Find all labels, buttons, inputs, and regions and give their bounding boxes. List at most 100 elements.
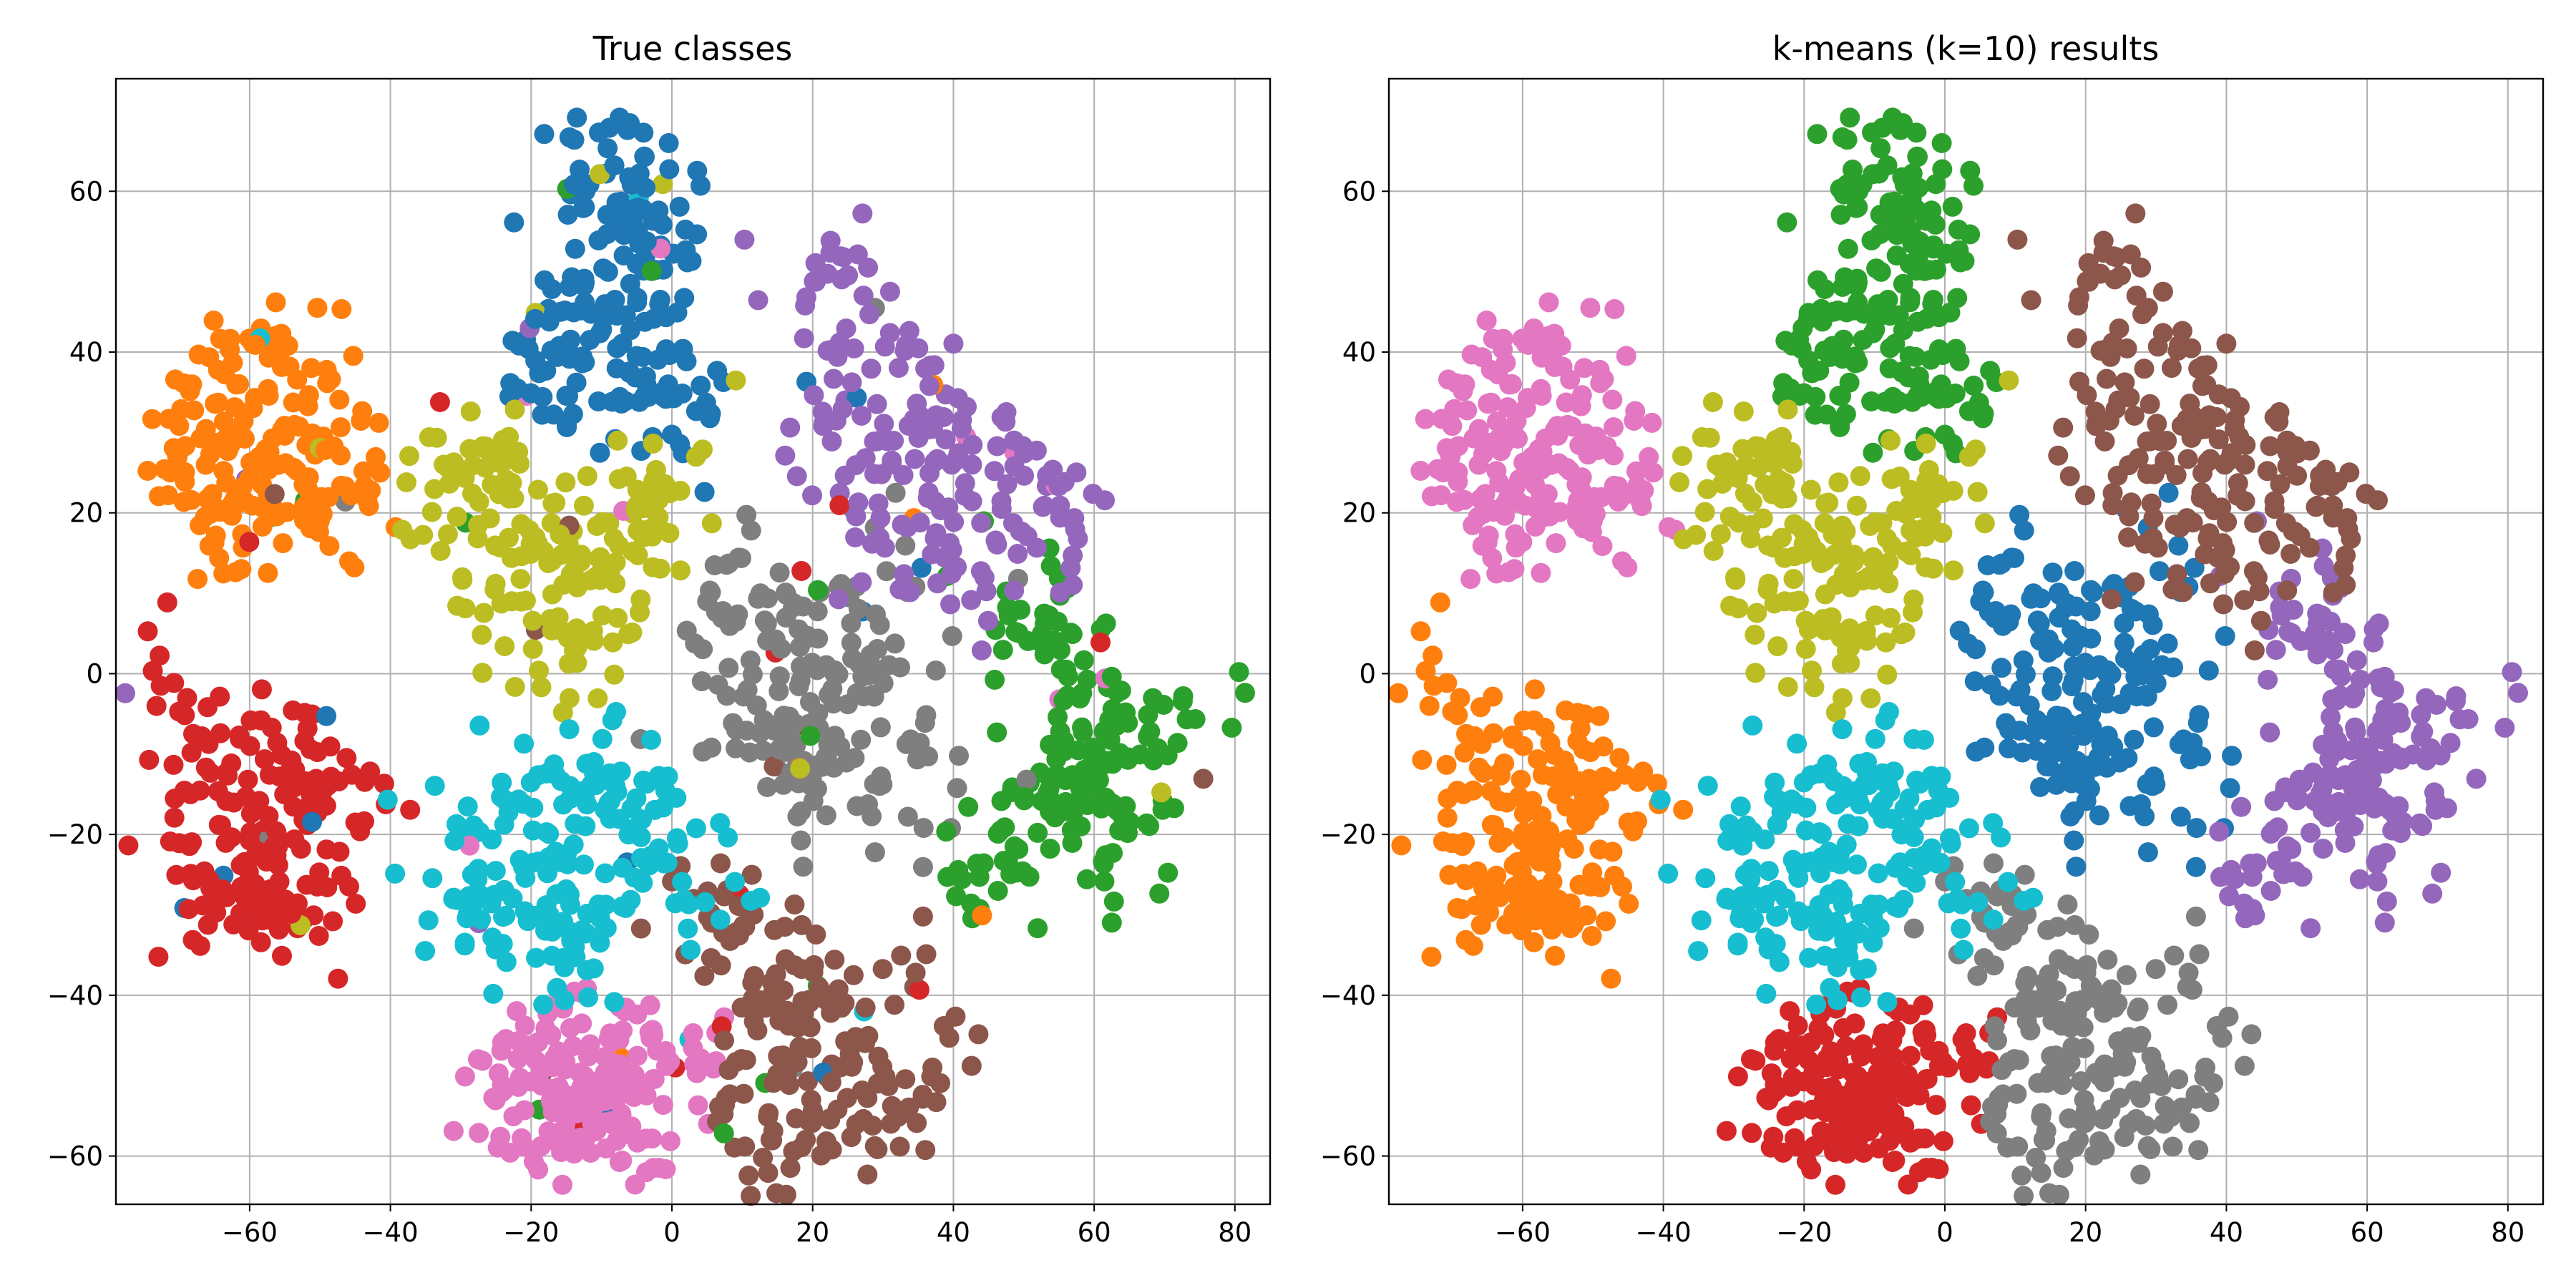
true-classes-point — [962, 454, 982, 475]
kmeans-point — [2089, 805, 2109, 826]
kmeans-point — [1802, 660, 1822, 681]
kmeans-point — [2266, 851, 2287, 872]
true-classes-point — [802, 485, 822, 506]
true-classes-point — [892, 514, 912, 535]
true-classes-point — [472, 625, 492, 645]
kmeans-point — [2029, 613, 2050, 634]
kmeans-point — [2131, 258, 2152, 278]
kmeans-point — [1953, 940, 1974, 960]
true-classes-point — [816, 805, 836, 826]
kmeans-point — [1742, 1123, 1762, 1143]
kmeans-point — [1412, 749, 1433, 770]
kmeans-point — [1862, 122, 1882, 143]
kmeans-point — [2304, 623, 2325, 644]
kmeans-point — [1860, 516, 1880, 537]
kmeans-point — [1538, 292, 1559, 313]
kmeans-point — [1719, 507, 1740, 527]
kmeans-point — [2135, 806, 2155, 826]
kmeans-point — [2130, 1088, 2151, 1108]
true-classes-point — [1221, 718, 1242, 738]
kmeans-point — [2349, 869, 2370, 889]
kmeans-point — [2081, 580, 2101, 600]
true-classes-ytick-label: −20 — [47, 819, 103, 850]
kmeans-point — [2366, 854, 2387, 874]
true-classes-point — [836, 752, 857, 773]
true-classes-point — [716, 555, 737, 575]
true-classes-point — [1028, 822, 1048, 843]
true-classes-point — [430, 541, 451, 561]
kmeans-point — [1641, 412, 1662, 433]
kmeans-point — [2068, 295, 2089, 316]
true-classes-point — [482, 447, 502, 467]
true-classes-point — [589, 122, 609, 143]
kmeans-point — [1780, 1001, 1800, 1022]
true-classes-point — [823, 693, 844, 714]
true-classes-point — [868, 493, 889, 514]
kmeans-point — [1787, 901, 1808, 922]
kmeans-point — [2119, 683, 2140, 703]
true-classes-point — [612, 1151, 633, 1171]
kmeans-point — [2466, 769, 2487, 789]
true-classes-point — [972, 905, 992, 926]
kmeans-point — [2165, 514, 2185, 535]
kmeans-point — [2132, 304, 2152, 325]
kmeans-point — [1777, 488, 1797, 509]
true-classes-point — [741, 864, 762, 885]
true-classes-point — [800, 692, 820, 713]
kmeans-point — [2168, 535, 2189, 556]
true-classes-point — [630, 602, 650, 623]
kmeans-point — [1470, 697, 1491, 718]
true-classes-point — [1073, 650, 1094, 670]
true-classes-point — [909, 980, 930, 1000]
true-classes-point — [877, 431, 897, 452]
kmeans-point — [2154, 1113, 2174, 1134]
kmeans-point — [1897, 867, 1918, 888]
kmeans-point — [2073, 726, 2094, 746]
kmeans-point — [1619, 894, 1639, 914]
true-classes-point — [1060, 557, 1081, 578]
true-classes-xtick-label: 0 — [663, 1217, 680, 1248]
kmeans-xtick-label: −40 — [1636, 1217, 1692, 1248]
kmeans-point — [2157, 633, 2178, 654]
kmeans-point — [2152, 655, 2172, 675]
true-classes-point — [182, 374, 203, 395]
true-classes-point — [509, 454, 530, 474]
true-classes-point — [767, 1064, 788, 1085]
true-classes-point — [1004, 580, 1025, 601]
true-classes-point — [319, 536, 340, 557]
kmeans-point — [2059, 1108, 2079, 1128]
kmeans-point — [1837, 130, 1858, 150]
kmeans-point — [1834, 344, 1855, 365]
kmeans-point — [1865, 605, 1885, 626]
kmeans-point — [1484, 815, 1504, 836]
kmeans-point — [1807, 124, 1828, 145]
true-classes-point — [279, 356, 300, 377]
kmeans-point — [1780, 1049, 1801, 1069]
kmeans-point — [2079, 755, 2100, 776]
kmeans-point — [1590, 877, 1611, 897]
true-classes-point — [268, 919, 289, 940]
kmeans-point — [1601, 968, 1621, 989]
true-classes-point — [1107, 682, 1128, 703]
kmeans-point — [1914, 260, 1935, 281]
true-classes-point — [624, 867, 645, 888]
kmeans-point — [1444, 399, 1465, 419]
true-classes-point — [620, 320, 640, 341]
kmeans-point — [1669, 472, 1689, 492]
true-classes-point — [222, 505, 242, 526]
true-classes-point — [495, 905, 516, 926]
kmeans-point — [1436, 754, 1457, 775]
kmeans-point — [1884, 1104, 1905, 1125]
true-classes-point — [507, 1031, 528, 1051]
true-classes-point — [674, 889, 695, 909]
true-classes-point — [181, 489, 202, 510]
true-classes-point — [845, 527, 866, 547]
true-classes-point — [688, 1095, 708, 1116]
kmeans-point — [2062, 773, 2082, 794]
true-classes-point — [670, 560, 691, 581]
true-classes-point — [328, 968, 348, 989]
kmeans-point — [2151, 1075, 2172, 1096]
true-classes-point — [930, 1073, 950, 1093]
kmeans-point — [2376, 891, 2397, 912]
true-classes-point — [726, 370, 746, 391]
